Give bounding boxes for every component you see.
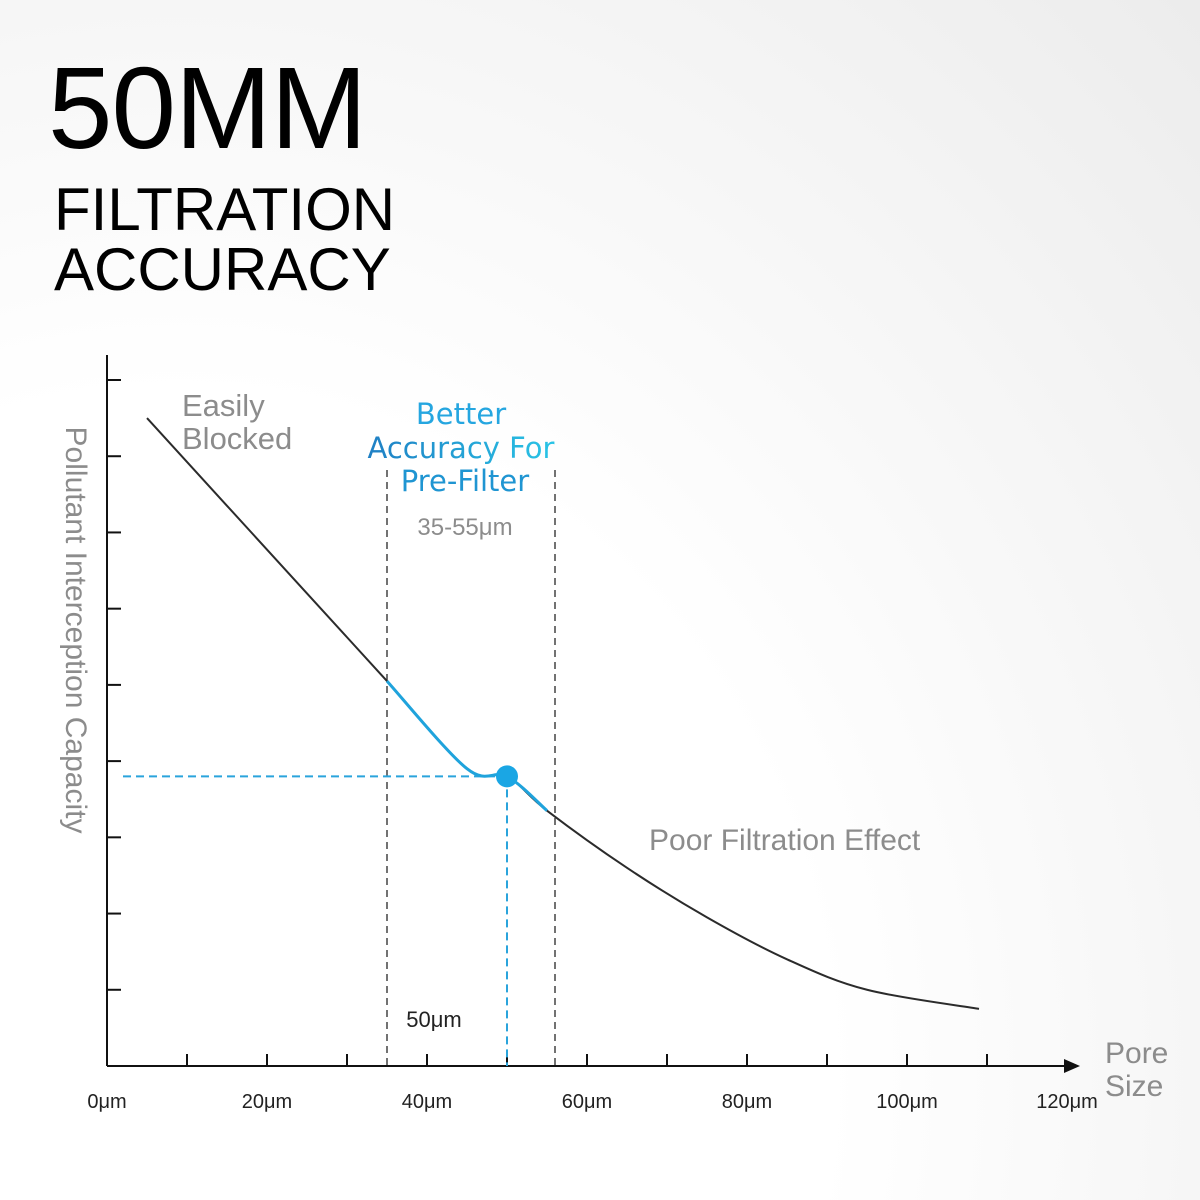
optimal-point-marker	[496, 765, 518, 788]
x-axis-tick-labels: 0μm 20μm 40μm 60μm 80μm 100μm 120μm	[87, 1091, 1097, 1113]
x-tick-label: 120μm	[1036, 1091, 1098, 1113]
x-axis-title-line-1: Pore	[1105, 1037, 1168, 1070]
poor-filtration-label: Poor Filtration Effect	[649, 824, 921, 857]
x-tick-label: 40μm	[402, 1091, 452, 1113]
x-tick-label: 20μm	[242, 1091, 292, 1113]
x-axis-ticks	[186, 1054, 988, 1066]
x-axis-title-line-2: Size	[1105, 1070, 1163, 1103]
x-tick-label: 60μm	[562, 1091, 612, 1113]
easily-blocked-label-2: Blocked	[182, 421, 292, 456]
x-tick-label: 100μm	[876, 1091, 938, 1113]
headline-size: 50MM	[48, 43, 367, 173]
interception-curve	[146, 417, 980, 1010]
subtitle-line-1: FILTRATION	[54, 176, 396, 243]
y-axis-title: Pollutant Interception Capacity	[59, 427, 92, 834]
x-axis-arrow-icon	[1064, 1059, 1080, 1073]
better-accuracy-label-3: Pre-Filter	[401, 464, 529, 498]
subtitle-line-2: ACCURACY	[54, 236, 391, 303]
headline-subtitle: FILTRATION ACCURACY	[54, 180, 395, 300]
x-tick-label: 0μm	[87, 1091, 126, 1113]
easily-blocked-label-1: Easily	[182, 388, 265, 423]
better-accuracy-label-2: Accuracy For	[368, 431, 555, 465]
y-axis-ticks	[107, 379, 121, 991]
marker-label: 50μm	[406, 1007, 461, 1032]
x-tick-label: 80μm	[722, 1091, 772, 1113]
interception-curve-highlight	[385, 680, 548, 812]
range-label: 35-55μm	[417, 514, 512, 541]
better-accuracy-label-1: Better	[416, 397, 506, 431]
